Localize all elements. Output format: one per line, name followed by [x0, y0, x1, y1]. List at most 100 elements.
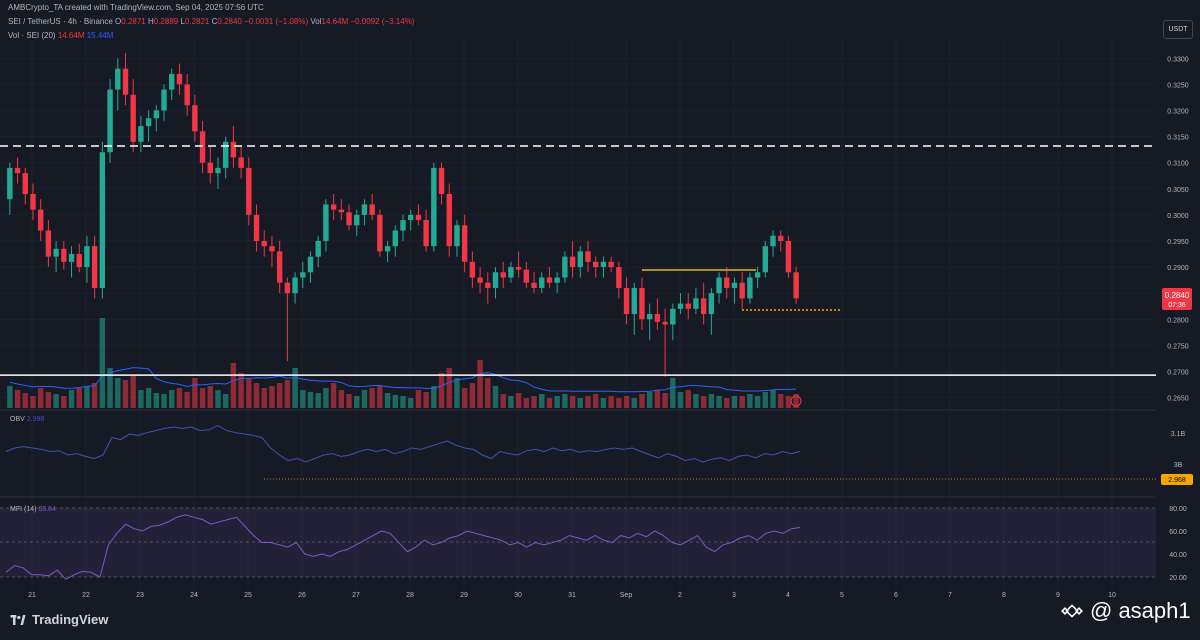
candle-body: [392, 230, 398, 247]
candle-body: [500, 272, 506, 278]
volume-bar: [246, 378, 252, 408]
volume-bar: [45, 392, 52, 408]
volume-bar: [716, 396, 722, 408]
time-tick-label: 6: [894, 592, 898, 599]
candle-body: [523, 269, 530, 283]
candle-body: [616, 267, 622, 288]
volume-bar: [747, 394, 753, 408]
mfi-tick-label: 60.00: [1169, 529, 1187, 536]
volume-bar: [377, 386, 383, 408]
volume-bar: [793, 394, 799, 408]
candle-body: [107, 89, 113, 153]
price-chart[interactable]: 0.3300 0.3250 0.3200 0.3150 0.3100 0.3050 0.30…: [0, 0, 1200, 604]
tradingview-logo[interactable]: TradingView: [10, 612, 108, 627]
candle-body: [400, 220, 406, 231]
candle-body: [354, 214, 360, 226]
volume-bar: [500, 394, 506, 408]
candle-body: [261, 240, 267, 247]
volume-value: 14.64M: [57, 31, 85, 40]
time-tick-label: 28: [406, 592, 414, 599]
candle-body: [646, 314, 653, 320]
volume-bar: [230, 363, 237, 408]
candle-body: [492, 272, 499, 288]
volume-bar: [30, 396, 36, 408]
candlesticks: [7, 53, 799, 377]
volume-bar: [778, 394, 784, 408]
volume-bar: [670, 378, 676, 408]
candle-body: [384, 246, 391, 252]
volume-bar: [269, 386, 275, 408]
candle-body: [754, 272, 761, 278]
volume-bar: [646, 392, 653, 408]
volume-bar: [330, 383, 337, 408]
volume-bar: [662, 393, 668, 408]
time-tick-label: Sep: [620, 592, 633, 599]
price-tick-label: 0.2700: [1167, 369, 1189, 376]
mfi-tick-label: 20.00: [1169, 575, 1187, 582]
candle-body: [346, 212, 352, 226]
volume-bar: [477, 360, 483, 408]
candle-body: [415, 214, 422, 221]
candle-body: [253, 214, 260, 241]
volume-bar: [192, 378, 198, 408]
time-tick-label: 25: [244, 592, 252, 599]
candle-body: [623, 287, 630, 315]
mfi-label: MFI (14) 63.84: [10, 506, 56, 513]
volume-sma-legend: Vol · SEI (20) 14.64M 15.44M: [8, 31, 114, 40]
time-tick-label: 8: [1002, 592, 1006, 599]
candle-body: [138, 126, 144, 142]
volume-bar: [585, 396, 591, 408]
price-tick-label: 0.3050: [1167, 187, 1189, 194]
candle-body: [315, 240, 321, 257]
tradingview-icon: [10, 614, 26, 625]
time-tick-label: 24: [190, 592, 198, 599]
volume-bar: [616, 398, 622, 408]
candle-body: [531, 282, 537, 288]
candle-body: [61, 248, 67, 262]
price-tick-label: 0.3200: [1167, 108, 1189, 115]
volume-bar: [569, 396, 576, 408]
candle-body: [539, 277, 545, 288]
volume-bar: [176, 388, 183, 408]
volume-bar: [785, 396, 792, 408]
currency-button[interactable]: USDT: [1163, 20, 1193, 39]
volume-bar: [685, 390, 691, 408]
candle-body: [76, 254, 82, 268]
candle-body: [461, 225, 468, 262]
volume-bars: [7, 318, 799, 408]
candle-body: [7, 167, 13, 200]
candle-body: [169, 73, 175, 90]
volume-bar: [700, 396, 707, 408]
volume-bar: [392, 395, 398, 408]
candle-body: [454, 225, 460, 247]
candle-body: [700, 298, 707, 315]
price-tick-label: 0.2800: [1167, 317, 1189, 324]
volume-bar: [37, 388, 44, 408]
alert-icon: [790, 395, 802, 407]
candle-body: [145, 118, 152, 127]
volume-change: −0.0092 (−3.14%): [350, 17, 415, 26]
volume-bar: [639, 394, 645, 408]
volume-bar: [284, 380, 291, 408]
candle-body: [230, 141, 237, 158]
obv-tick-label: 3.1B: [1171, 431, 1186, 438]
volume-bar: [554, 396, 560, 408]
candle-body: [153, 110, 160, 119]
volume-bar: [608, 396, 614, 408]
candle-body: [747, 277, 753, 299]
volume-bar: [762, 392, 769, 408]
candle-body: [446, 193, 452, 247]
candle-body: [22, 173, 28, 194]
footer: [0, 604, 1200, 640]
candle-body: [593, 261, 599, 268]
candle-body: [292, 277, 298, 294]
volume-bar: [115, 378, 121, 408]
volume-bar: [53, 394, 59, 408]
volume-bar: [431, 386, 437, 408]
volume-bar: [408, 398, 414, 408]
volume-bar: [539, 394, 545, 408]
obv-axis-labels: 3.1B 3B: [1171, 431, 1186, 469]
volume-bar: [562, 394, 568, 408]
candle-body: [515, 267, 522, 270]
volume-bar: [138, 390, 144, 408]
